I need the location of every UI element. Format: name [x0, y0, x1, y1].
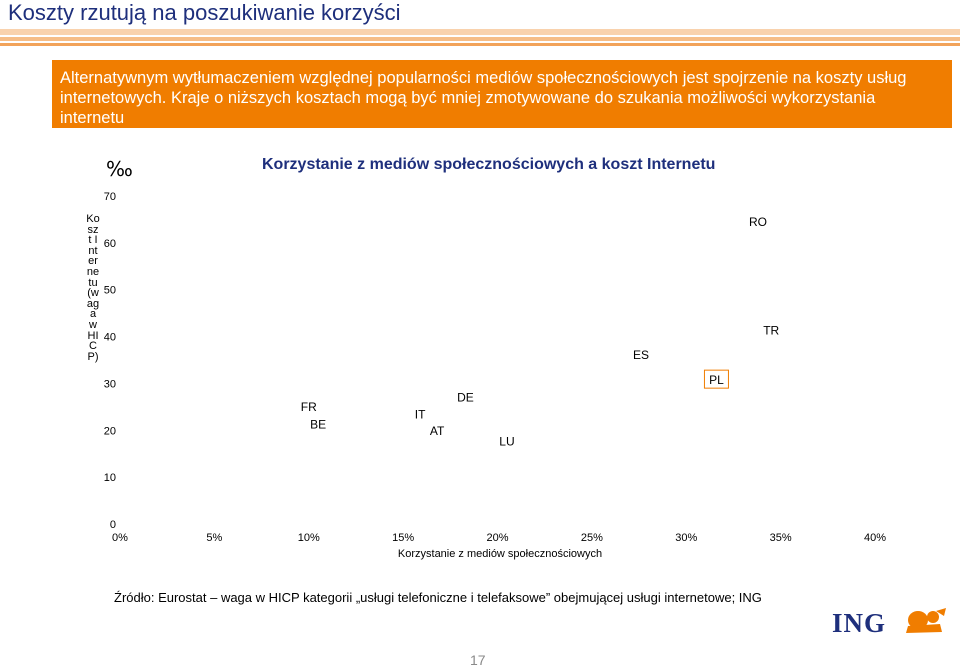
x-tick-label: 30% — [675, 532, 697, 544]
x-tick-label: 10% — [298, 532, 320, 544]
banner-line-2: internetowych. Kraje o niższych kosztach… — [60, 89, 876, 127]
point-label-ro: RO — [749, 215, 767, 229]
source-note: Źródło: Eurostat – waga w HICP kategorii… — [114, 590, 762, 605]
point-label-be: BE — [310, 418, 326, 432]
chart-title: Korzystanie z mediów społecznościowych a… — [262, 156, 716, 173]
x-tick-label: 40% — [864, 532, 886, 544]
x-tick-label: 0% — [112, 532, 128, 544]
x-tick-label: 20% — [486, 532, 508, 544]
point-label-pl: PL — [709, 373, 724, 387]
point-label-at: AT — [430, 424, 445, 438]
point-label-fr: FR — [301, 400, 317, 414]
ing-logo-text: ING — [832, 608, 887, 638]
y-tick-label: 70 — [104, 191, 116, 203]
header-stripe-mid — [0, 37, 960, 41]
y-tick-label: 50 — [104, 285, 116, 297]
point-label-de: DE — [457, 390, 474, 404]
header-stripe-bottom — [0, 43, 960, 46]
x-tick-label: 5% — [206, 532, 222, 544]
point-label-tr: TR — [763, 323, 779, 337]
y-tick-label: 20 — [104, 425, 116, 437]
banner-line-1: Alternatywnym wytłumaczeniem względnej p… — [60, 69, 907, 87]
point-label-es: ES — [633, 348, 649, 362]
y-tick-label: 30 — [104, 378, 116, 390]
x-tick-label: 35% — [770, 532, 792, 544]
info-banner: Alternatywnym wytłumaczeniem względnej p… — [52, 60, 952, 128]
ing-logo: ING — [832, 606, 950, 638]
point-label-it: IT — [415, 407, 426, 421]
y-tick-label: 40 — [104, 332, 116, 344]
y-unit-label: ‰ — [106, 157, 133, 181]
x-tick-label: 15% — [392, 532, 414, 544]
page-title: Koszty rzutują na poszukiwanie korzyści — [8, 0, 401, 25]
point-highlight-box — [703, 369, 729, 389]
y-axis-label: Koszt Internetu (waga w HICP) — [86, 213, 100, 363]
header-stripe-top — [0, 29, 960, 35]
y-tick-label: 60 — [104, 238, 116, 250]
point-label-lu: LU — [499, 435, 514, 449]
lion-icon — [906, 608, 946, 633]
page-number: 17 — [470, 652, 486, 668]
y-tick-label: 0 — [110, 519, 116, 531]
x-axis-label: Korzystanie z mediów społecznościowych — [398, 548, 602, 560]
x-tick-label: 25% — [581, 532, 603, 544]
y-tick-label: 10 — [104, 472, 116, 484]
